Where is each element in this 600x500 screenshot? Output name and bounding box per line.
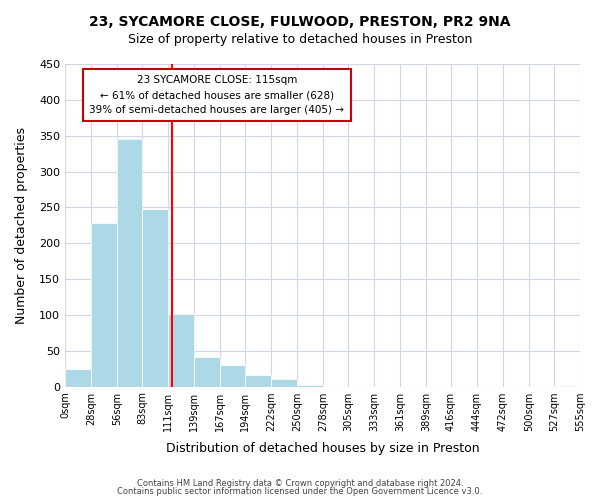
Bar (168, 314, 194, 386)
Bar (117, 140, 142, 386)
Bar (65, 368, 91, 386)
Bar (297, 385, 323, 386)
Text: Size of property relative to detached houses in Preston: Size of property relative to detached ho… (128, 32, 472, 46)
X-axis label: Distribution of detached houses by size in Preston: Distribution of detached houses by size … (166, 442, 479, 455)
Bar (194, 357, 220, 386)
Bar (271, 380, 297, 386)
Bar (142, 209, 168, 386)
Text: 23, SYCAMORE CLOSE, FULWOOD, PRESTON, PR2 9NA: 23, SYCAMORE CLOSE, FULWOOD, PRESTON, PR… (89, 15, 511, 29)
Y-axis label: Number of detached properties: Number of detached properties (15, 127, 28, 324)
Bar (245, 375, 271, 386)
Text: 23 SYCAMORE CLOSE: 115sqm
← 61% of detached houses are smaller (628)
39% of semi: 23 SYCAMORE CLOSE: 115sqm ← 61% of detac… (89, 76, 344, 115)
Text: Contains HM Land Registry data © Crown copyright and database right 2024.: Contains HM Land Registry data © Crown c… (137, 478, 463, 488)
Bar (91, 223, 117, 386)
Text: Contains public sector information licensed under the Open Government Licence v3: Contains public sector information licen… (118, 487, 482, 496)
Bar (220, 365, 245, 386)
